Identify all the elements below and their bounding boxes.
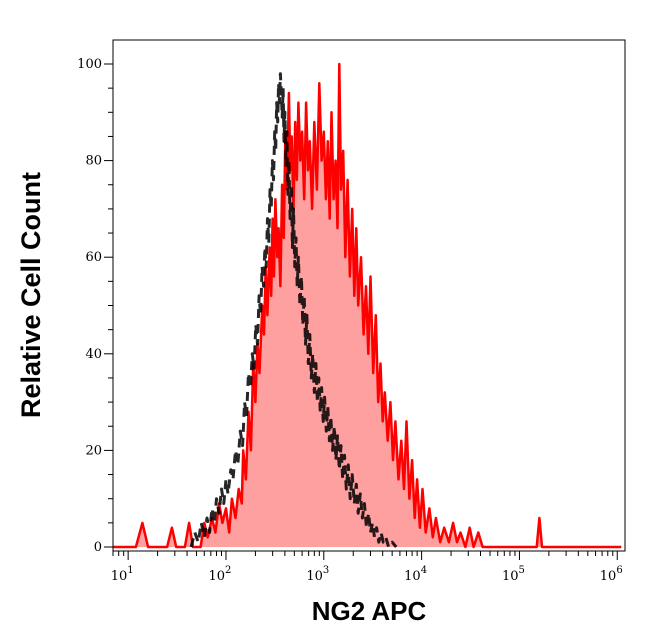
x-tick-label: 101 [111, 565, 134, 584]
y-tick-label: 0 [94, 540, 102, 555]
x-tick-label: 103 [306, 565, 329, 584]
series-0-area [113, 64, 622, 547]
plot-frame [112, 39, 626, 552]
y-tick-label: 40 [85, 347, 102, 362]
y-tick-label: 20 [85, 443, 102, 458]
y-axis: 0 20 40 60 80 100 [77, 57, 113, 555]
y-axis-title: Relative Cell Count [16, 172, 46, 418]
x-tick-label: 104 [404, 565, 427, 584]
x-axis-title: NG2 APC [312, 596, 427, 626]
series-0-line [113, 62, 622, 549]
series-1-line [189, 72, 398, 549]
x-tick-label: 106 [600, 565, 623, 584]
x-tick-label: 105 [502, 565, 525, 584]
y-tick-label: 80 [85, 154, 102, 169]
x-tick-label: 102 [209, 565, 232, 584]
x-axis: 101 102 103 104 105 106 [111, 551, 623, 584]
y-tick-label: 100 [77, 57, 102, 72]
y-tick-label: 60 [85, 250, 102, 265]
series-layer [113, 62, 622, 549]
